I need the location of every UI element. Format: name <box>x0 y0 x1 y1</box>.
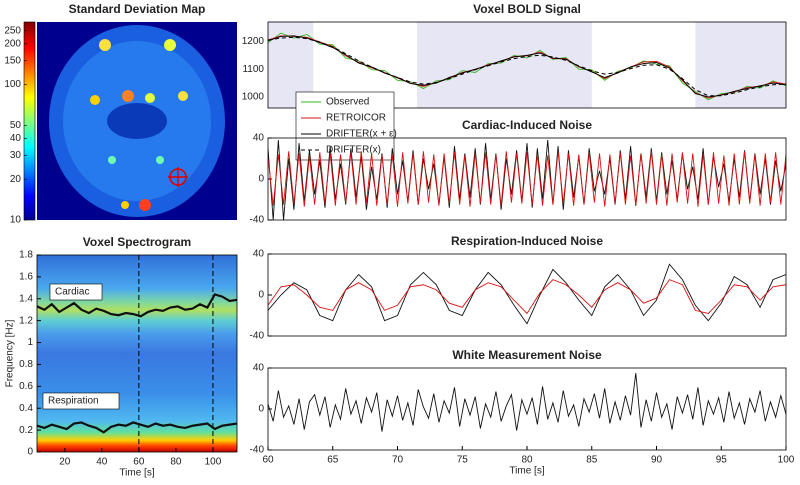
colorbar <box>24 22 35 220</box>
chart-title: Respiration-Induced Noise <box>451 234 603 248</box>
blob <box>164 39 176 51</box>
blob <box>121 201 129 209</box>
y-tick-label: 1 <box>27 337 33 348</box>
series-line <box>268 36 786 97</box>
x-tick-label: 65 <box>327 455 339 466</box>
shaded-interval <box>416 22 592 108</box>
shaded-interval <box>695 22 786 108</box>
x-axis-label: Time [s] <box>119 468 154 479</box>
ridge-label: Cardiac <box>55 287 89 298</box>
plot-area <box>268 22 786 108</box>
ridge-label-box <box>49 283 103 301</box>
brain-map <box>37 22 237 220</box>
chart-title: Voxel BOLD Signal <box>473 2 581 16</box>
series-line <box>37 421 237 434</box>
y-tick-label: -40 <box>250 445 265 456</box>
y-tick-label: 0 <box>258 174 264 185</box>
x-tick-label: 95 <box>716 455 728 466</box>
colorbar-tick-label: 200 <box>4 38 21 49</box>
plot-frame <box>267 137 787 221</box>
ridge-label: Respiration <box>48 396 99 407</box>
plot-frame <box>36 254 238 453</box>
chart-title: Voxel Spectrogram <box>83 235 191 249</box>
series-line <box>268 35 786 98</box>
plot-frame <box>267 367 787 451</box>
y-tick-label: 40 <box>253 363 265 374</box>
colorbar-tick-label: 20 <box>10 174 22 185</box>
blob <box>156 156 164 164</box>
x-tick-label: 100 <box>205 457 222 468</box>
colorbar-tick-label: 40 <box>10 133 22 144</box>
colorbar-tick-label: 10 <box>10 215 22 226</box>
x-tick-label: 20 <box>59 457 71 468</box>
series-line <box>268 263 786 325</box>
y-tick-label: 0 <box>258 404 264 415</box>
plot-area <box>268 263 786 325</box>
y-tick-label: 1.4 <box>19 293 33 304</box>
plot-frame <box>267 21 787 109</box>
legend-label: Observed <box>326 97 369 108</box>
series-line <box>268 151 786 207</box>
blob <box>108 156 116 164</box>
y-tick-label: 0 <box>258 290 264 301</box>
chart-title: Standard Deviation Map <box>69 2 206 16</box>
series-line <box>268 373 786 432</box>
x-tick-label: 80 <box>521 455 533 466</box>
y-tick-label: 1100 <box>242 64 264 75</box>
x-tick-label: 75 <box>457 455 469 466</box>
y-tick-label: 1.2 <box>19 315 33 326</box>
x-tick-label: 80 <box>170 457 182 468</box>
y-tick-label: -40 <box>250 331 265 342</box>
blob <box>139 199 151 211</box>
chart-title: Cardiac-Induced Noise <box>462 118 592 132</box>
colorbar-tick-label: 100 <box>4 79 21 90</box>
series-line <box>268 279 786 315</box>
colorbar-frame <box>23 21 36 221</box>
ridge-label-box <box>42 392 120 410</box>
y-tick-label: 0.6 <box>19 381 33 392</box>
x-axis-label: Time [s] <box>509 466 544 477</box>
blob <box>122 90 134 102</box>
legend-label: RETROICOR <box>326 113 386 124</box>
colorbar-tick-label: 250 <box>4 25 21 36</box>
y-tick-label: 1.6 <box>19 272 33 283</box>
x-tick-label: 40 <box>96 457 108 468</box>
y-tick-label: 1200 <box>242 36 265 47</box>
series-line <box>268 140 786 220</box>
plot-area <box>268 373 786 432</box>
colorbar-tick-label: 30 <box>10 150 22 161</box>
y-tick-label: 0.8 <box>19 359 33 370</box>
blob <box>178 91 188 101</box>
blob <box>145 93 155 103</box>
legend-label: DRIFTER(x) <box>326 145 381 156</box>
y-axis-label: Frequency [Hz] <box>5 319 16 387</box>
legend-box <box>295 91 395 161</box>
x-tick-label: 70 <box>392 455 404 466</box>
x-tick-label: 60 <box>262 455 274 466</box>
y-tick-label: 0 <box>27 447 33 458</box>
x-tick-label: 85 <box>586 455 598 466</box>
chart-title: White Measurement Noise <box>452 348 602 362</box>
y-tick-label: 1000 <box>242 92 265 103</box>
plot-area <box>268 140 786 220</box>
x-tick-label: 60 <box>133 457 145 468</box>
legend-label: DRIFTER(x + ε) <box>326 129 397 140</box>
y-tick-label: 0.2 <box>19 425 33 436</box>
y-tick-label: -40 <box>250 215 265 226</box>
y-tick-label: 0.4 <box>19 403 33 414</box>
blob <box>90 95 100 105</box>
x-tick-label: 90 <box>651 455 663 466</box>
blob <box>99 39 111 51</box>
x-tick-label: 100 <box>778 455 795 466</box>
colorbar-tick-label: 150 <box>4 55 21 66</box>
plot-frame <box>267 253 787 337</box>
series-line <box>37 293 237 318</box>
plot-area <box>37 255 237 452</box>
y-tick-label: 1.8 <box>19 250 33 261</box>
y-tick-label: 40 <box>253 133 265 144</box>
y-tick-label: 40 <box>253 249 265 260</box>
colorbar-tick-label: 50 <box>10 120 22 131</box>
brain-center <box>107 103 167 139</box>
